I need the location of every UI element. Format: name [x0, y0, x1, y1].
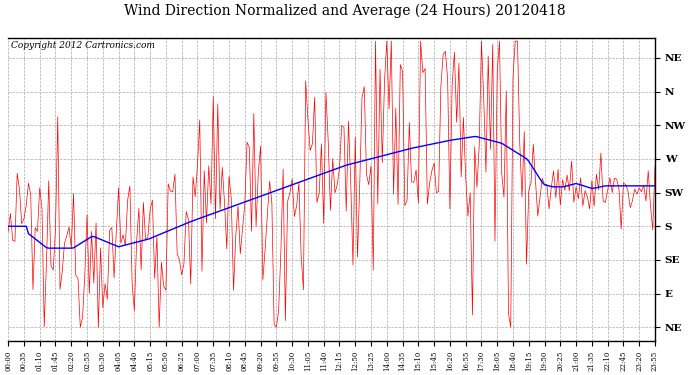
Text: Wind Direction Normalized and Average (24 Hours) 20120418: Wind Direction Normalized and Average (2… — [124, 4, 566, 18]
Text: Copyright 2012 Cartronics.com: Copyright 2012 Cartronics.com — [12, 41, 155, 50]
